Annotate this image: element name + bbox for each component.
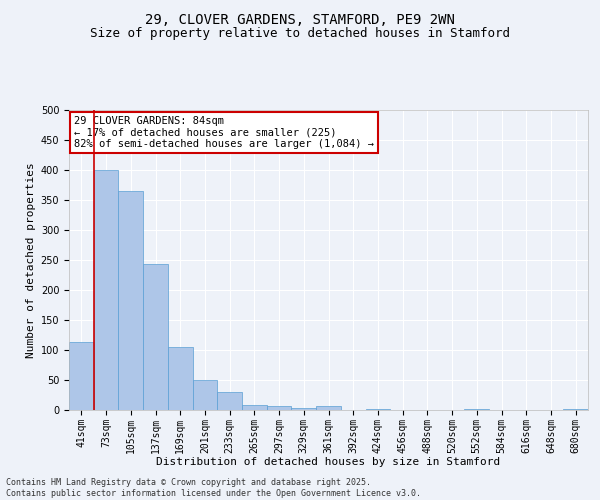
Bar <box>242 405 267 410</box>
Text: Contains HM Land Registry data © Crown copyright and database right 2025.
Contai: Contains HM Land Registry data © Crown c… <box>6 478 421 498</box>
Bar <box>267 406 292 410</box>
Text: 29, CLOVER GARDENS, STAMFORD, PE9 2WN: 29, CLOVER GARDENS, STAMFORD, PE9 2WN <box>145 12 455 26</box>
Text: 29 CLOVER GARDENS: 84sqm
← 17% of detached houses are smaller (225)
82% of semi-: 29 CLOVER GARDENS: 84sqm ← 17% of detach… <box>74 116 374 149</box>
Bar <box>464 409 489 410</box>
Bar <box>292 408 316 410</box>
X-axis label: Distribution of detached houses by size in Stamford: Distribution of detached houses by size … <box>157 457 500 467</box>
Bar <box>316 406 341 410</box>
Text: Size of property relative to detached houses in Stamford: Size of property relative to detached ho… <box>90 28 510 40</box>
Bar <box>94 170 118 410</box>
Bar <box>217 392 242 410</box>
Bar <box>168 347 193 410</box>
Bar <box>193 380 217 410</box>
Bar <box>118 191 143 410</box>
Bar <box>69 342 94 410</box>
Y-axis label: Number of detached properties: Number of detached properties <box>26 162 37 358</box>
Bar <box>143 264 168 410</box>
